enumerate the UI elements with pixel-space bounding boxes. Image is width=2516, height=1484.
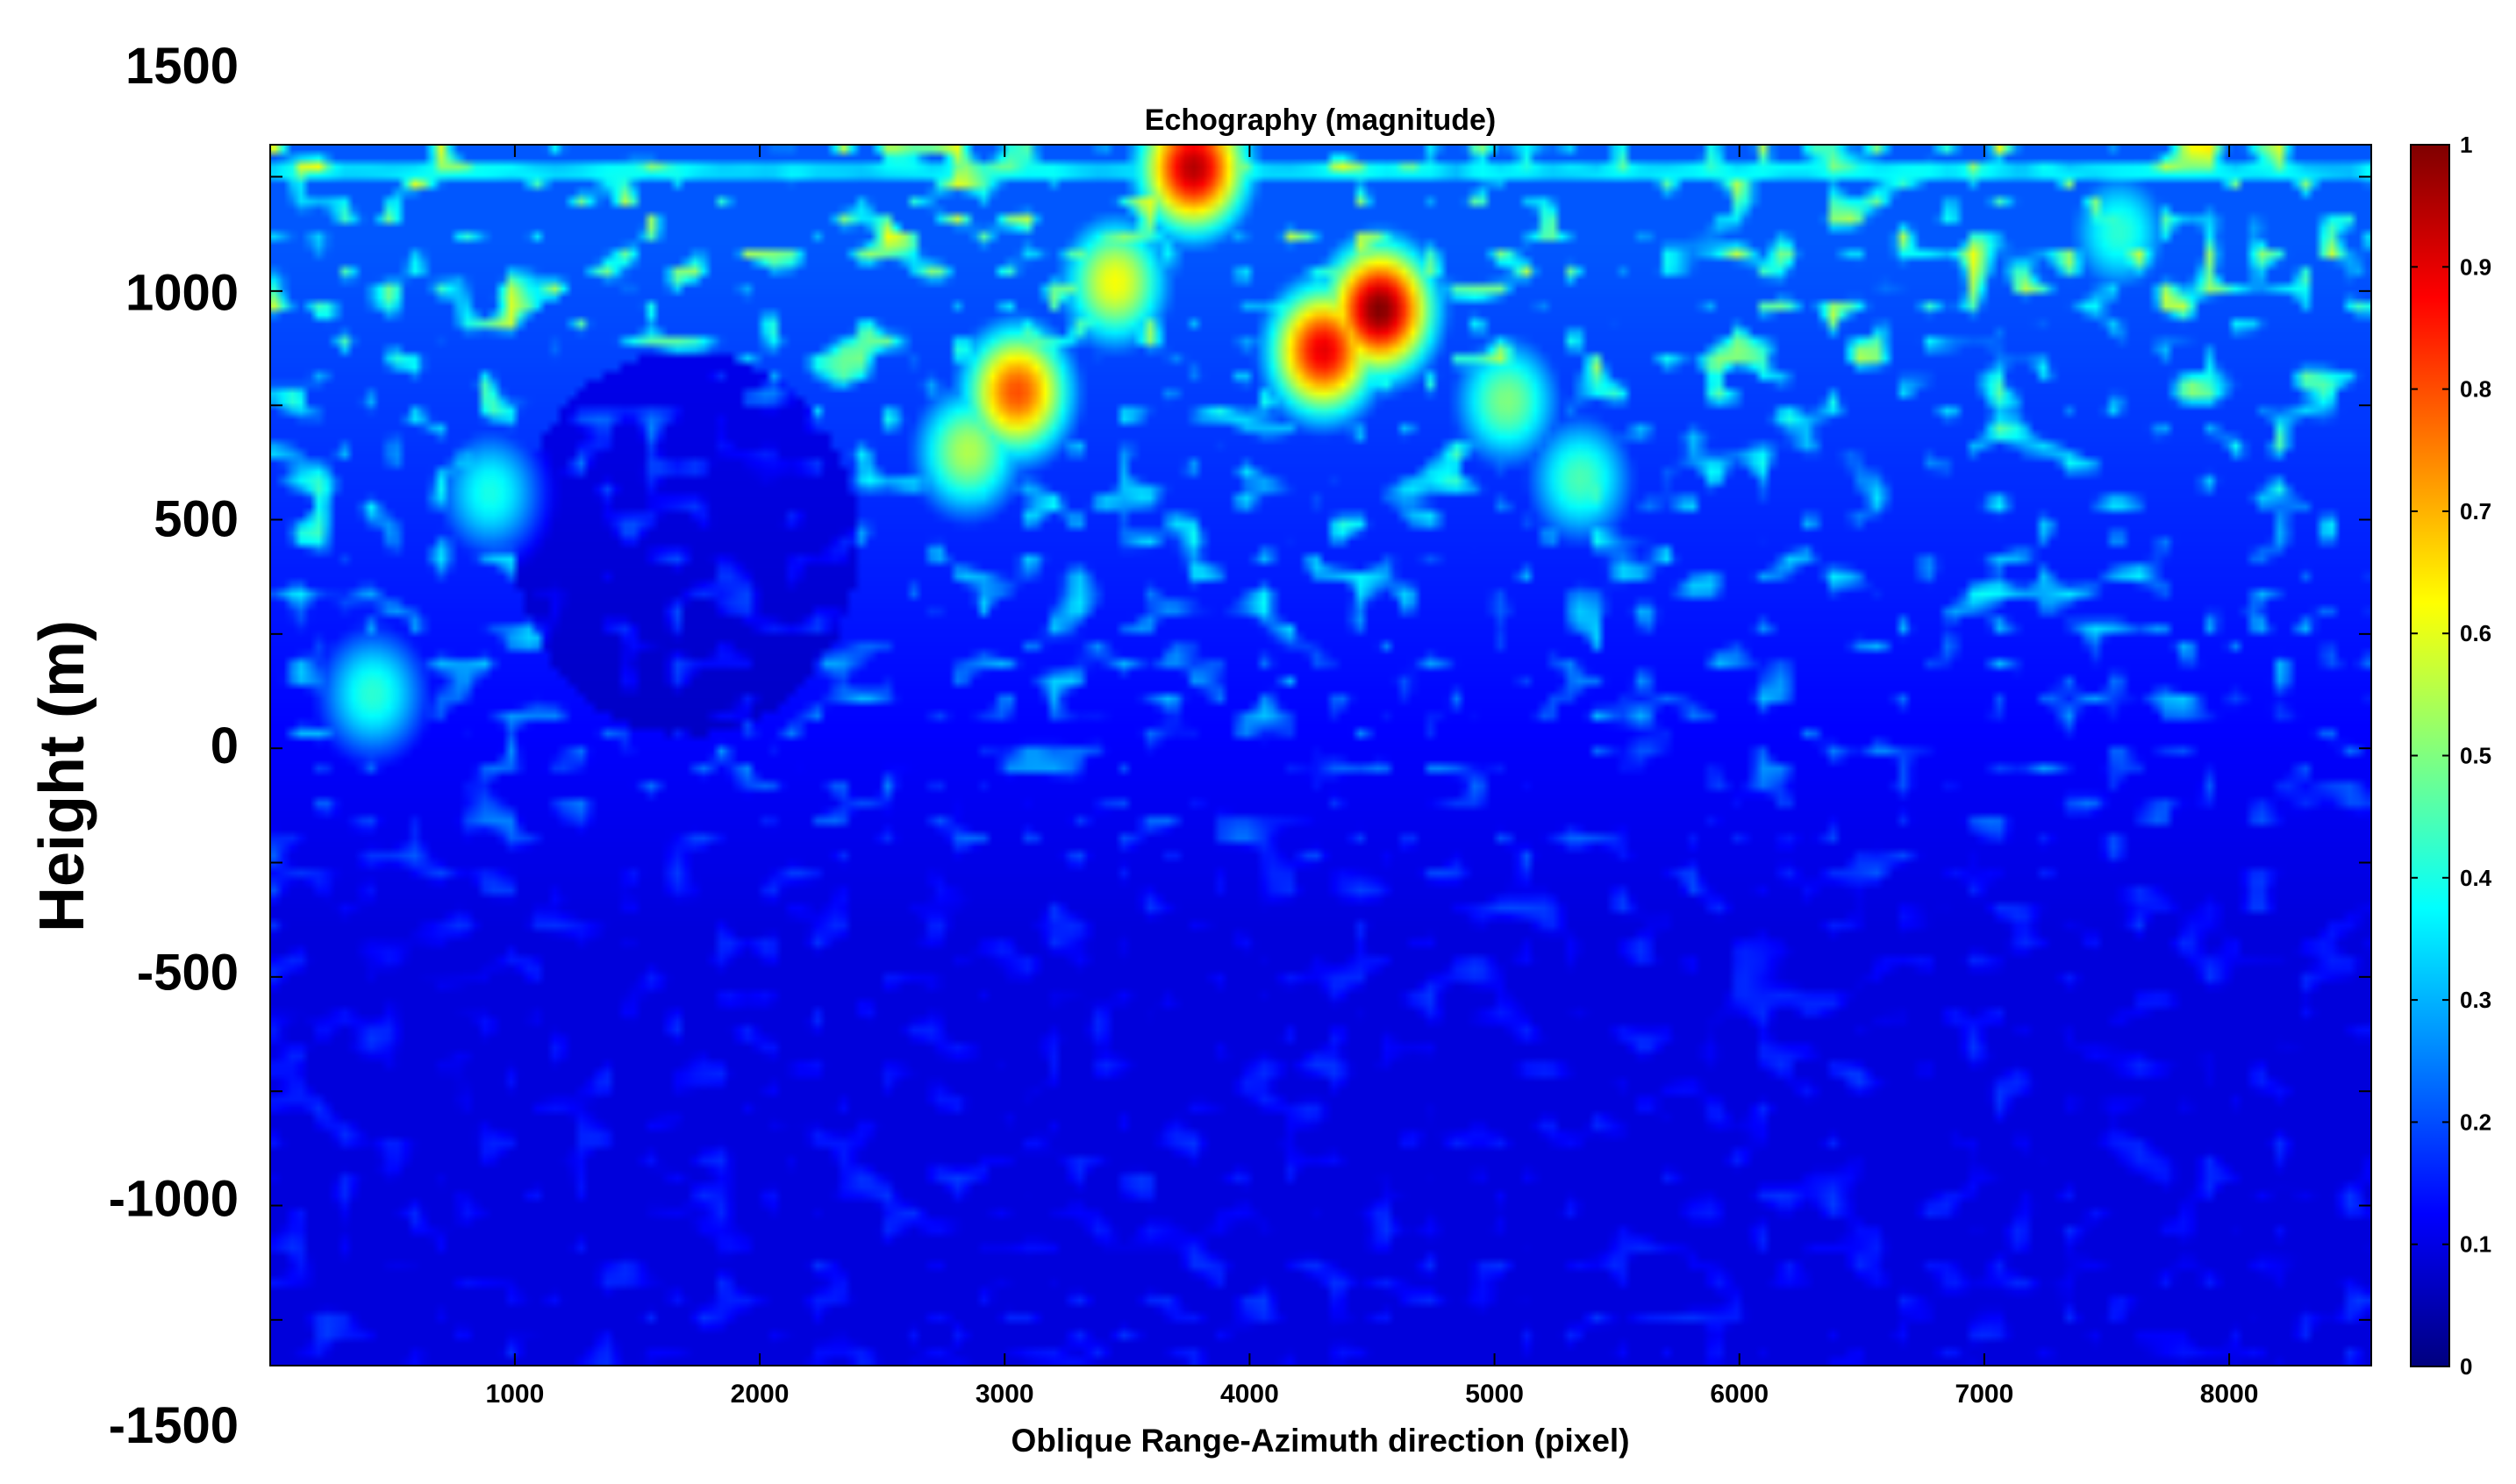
y-axis-label: Height (m) bbox=[27, 620, 97, 932]
colorbar-tick-label: 0.7 bbox=[2460, 498, 2491, 524]
colorbar-tick-label: 0.6 bbox=[2460, 620, 2491, 646]
colorbar-tick-label: 0.3 bbox=[2460, 987, 2491, 1013]
y-tick-label: 1000 bbox=[125, 264, 239, 321]
x-tick-label: 2000 bbox=[731, 1380, 790, 1409]
colorbar-tick-label: 0.8 bbox=[2460, 376, 2491, 403]
y-tick-label: 500 bbox=[154, 491, 239, 548]
x-tick-label: 7000 bbox=[1955, 1380, 2014, 1409]
x-tick-label: 6000 bbox=[1710, 1380, 1769, 1409]
x-tick-label: 5000 bbox=[1465, 1380, 1524, 1409]
y-axis: -1500 -1000 -500 0 500 1000 1500 bbox=[109, 38, 2371, 1454]
colorbar-tick-label: 1 bbox=[2460, 132, 2472, 158]
heatmap-image bbox=[270, 145, 2371, 1366]
y-tick-label: 0 bbox=[211, 717, 239, 774]
x-axis-label: Oblique Range-Azimuth direction (pixel) bbox=[1011, 1423, 1629, 1459]
y-tick-label: -1500 bbox=[109, 1397, 239, 1454]
colorbar-tick-label: 0.5 bbox=[2460, 743, 2491, 769]
x-tick-label: 8000 bbox=[2200, 1380, 2259, 1409]
colorbar-tick-label: 0.4 bbox=[2460, 865, 2492, 891]
x-tick-label: 3000 bbox=[976, 1380, 1034, 1409]
colorbar-tick-label: 0.2 bbox=[2460, 1109, 2491, 1135]
y-tick-label: 1500 bbox=[125, 38, 239, 95]
y-tick-label: -500 bbox=[137, 944, 239, 1001]
chart-title: Echography (magnitude) bbox=[1145, 103, 1496, 137]
x-tick-label: 4000 bbox=[1220, 1380, 1279, 1409]
x-tick-label: 1000 bbox=[486, 1380, 545, 1409]
x-axis: 1000 2000 3000 4000 5000 6000 7000 8000 bbox=[486, 145, 2259, 1409]
colorbar-tick-label: 0.9 bbox=[2460, 253, 2491, 280]
colorbar-ticks: 0 0.1 0.2 0.3 0.4 0.5 0.6 0.7 0.8 0.9 1 bbox=[2411, 132, 2492, 1380]
plot-area-frame bbox=[269, 144, 2372, 1366]
colorbar-tick-label: 0.1 bbox=[2460, 1231, 2491, 1258]
y-tick-label: -1000 bbox=[109, 1171, 239, 1228]
colorbar-tick-label: 0 bbox=[2460, 1353, 2472, 1380]
